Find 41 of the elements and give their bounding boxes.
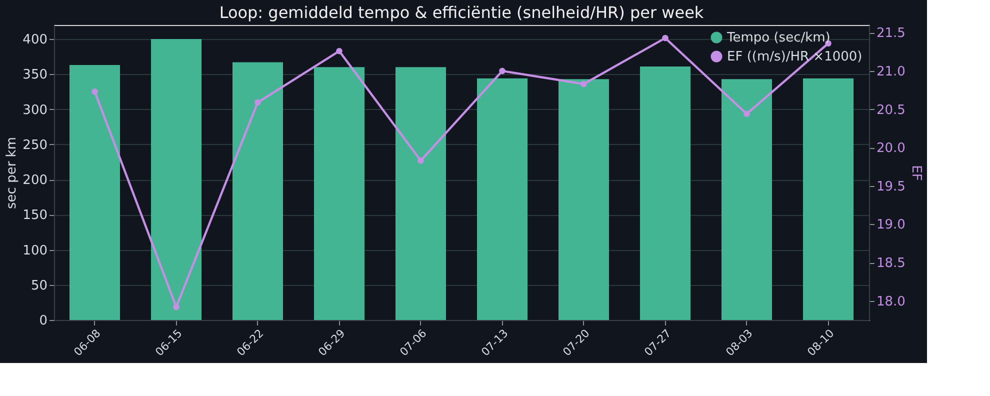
y-tick-label: 200 (22, 173, 48, 188)
y2-tick-label: 20.5 (876, 102, 906, 118)
y2-axis-title: EF (908, 165, 924, 181)
bar (476, 78, 528, 320)
bar (721, 79, 772, 320)
bar (802, 78, 854, 320)
y2-tick-label: 21.5 (876, 26, 906, 42)
y-tick-label: 0 (39, 314, 48, 328)
bar (69, 65, 120, 320)
point (173, 304, 180, 310)
y2-tick-label: 19.5 (876, 179, 906, 194)
y-tick-label: 300 (22, 102, 48, 118)
y-tick-label: 150 (22, 208, 48, 224)
y-tick-label: 100 (22, 243, 48, 258)
point (92, 88, 98, 95)
y2-tick-label: 21.0 (876, 64, 906, 80)
y-axis-title: sec per km (4, 137, 20, 209)
point (336, 48, 342, 54)
bar (395, 67, 446, 320)
point (662, 34, 668, 42)
y2-tick-label: 19.0 (876, 218, 906, 233)
legend-label: Tempo (sec/km) (726, 30, 830, 46)
bar (640, 66, 691, 320)
point (580, 80, 587, 88)
y-tick-label: 250 (22, 138, 48, 153)
bar (314, 67, 365, 320)
y2-tick-label: 18.0 (876, 294, 906, 310)
y-tick-label: 350 (22, 68, 48, 83)
point (418, 157, 424, 164)
bar (150, 39, 202, 320)
chart-title: Loop: gemiddeld tempo & efficiëntie (snelheid/HR) per week (219, 3, 704, 22)
point (254, 99, 261, 106)
legend-label: EF ((m/s)/HR ×1000) (727, 50, 862, 64)
y2-tick-label: 18.5 (876, 256, 906, 272)
point (744, 110, 750, 118)
bar (558, 79, 610, 320)
y-tick-label: 400 (22, 32, 48, 48)
bar (232, 62, 284, 320)
y2-tick-label: 20.0 (876, 141, 906, 156)
y-tick-label: 50 (30, 278, 48, 294)
point (499, 68, 506, 74)
